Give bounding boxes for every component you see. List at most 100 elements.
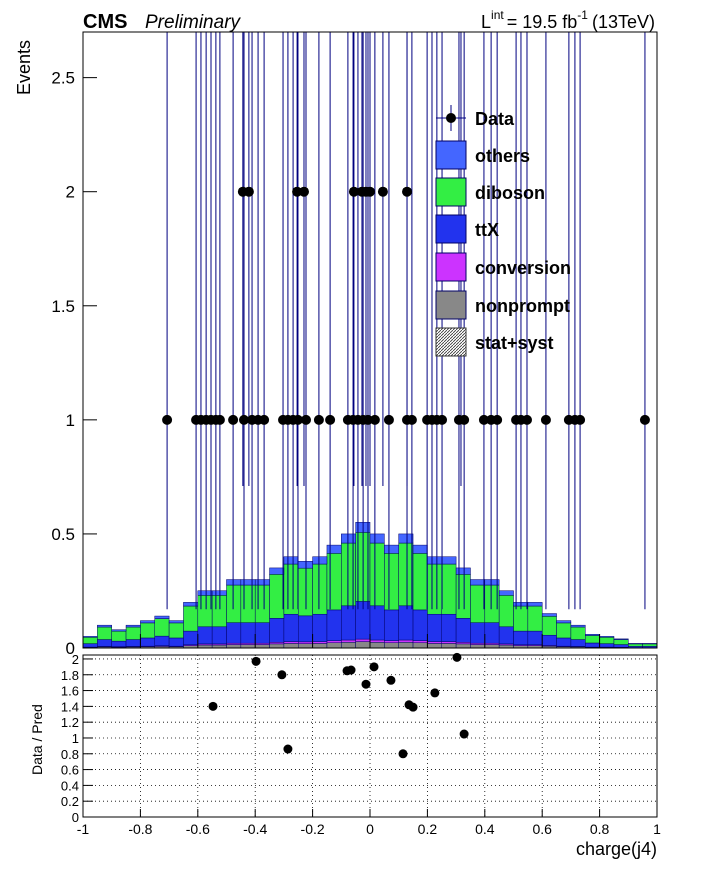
stack-bar (470, 585, 484, 623)
data-point (215, 415, 225, 425)
stack-bar (83, 637, 97, 643)
legend-label: ttX (475, 220, 499, 240)
preliminary-label: Preliminary (145, 12, 242, 33)
legend-label: diboson (475, 183, 545, 203)
stack-bar (557, 623, 571, 638)
stack-bar (169, 638, 183, 646)
stack-bar (126, 625, 140, 627)
stack-bar (384, 553, 398, 610)
x-tick-label: 0.2 (418, 821, 438, 837)
stack-bar (470, 580, 484, 585)
ratio-y-tick-label: 1.8 (61, 668, 79, 683)
stack-bar (470, 645, 484, 648)
stack-bar (456, 574, 470, 618)
legend-label: nonprompt (475, 296, 570, 316)
stack-bar (514, 606, 528, 631)
stack-bar (270, 618, 284, 642)
ratio-point (277, 670, 286, 679)
stack-bar (356, 639, 370, 642)
stack-bar (284, 643, 298, 648)
x-tick-label: -0.8 (128, 821, 152, 837)
stack-bar (140, 638, 154, 646)
stack-bar (514, 631, 528, 645)
legend-swatch (436, 291, 466, 319)
stack-bar (384, 643, 398, 648)
stack-bar (198, 591, 212, 596)
stack-bar (241, 585, 255, 623)
stack-bar (327, 641, 341, 643)
stack-bar (284, 557, 298, 564)
stack-bar (442, 643, 456, 648)
stack-bar (600, 637, 614, 643)
stack-bar (384, 641, 398, 643)
stack-bar (212, 591, 226, 596)
ratio-point (283, 745, 292, 754)
stack-bar (614, 640, 628, 645)
stack-bar (427, 557, 441, 564)
stack-bar (557, 621, 571, 623)
ratio-point (370, 662, 379, 671)
stack-bar (97, 640, 111, 647)
stack-bar (585, 643, 599, 647)
x-tick-label: 0.4 (475, 821, 495, 837)
data-point (259, 415, 269, 425)
ratio-point (460, 730, 469, 739)
stack-bar (270, 568, 284, 574)
x-tick-label: 0.6 (532, 821, 552, 837)
stack-bar (413, 643, 427, 648)
stack-bar (270, 644, 284, 648)
y-tick-label: 2.5 (51, 69, 75, 88)
stack-bar (284, 614, 298, 641)
data-point (575, 415, 585, 425)
stack-bar (284, 642, 298, 644)
stack-bar (399, 606, 413, 640)
data-point (384, 415, 394, 425)
legend-marker (446, 113, 456, 123)
stack-bar (169, 623, 183, 638)
data-point (459, 415, 469, 425)
stack-bar (255, 645, 269, 648)
legend-swatch (436, 215, 466, 243)
x-tick-label: 0.8 (590, 821, 610, 837)
legend-swatch (436, 328, 466, 356)
stack-bar (298, 568, 312, 616)
stack-bar (370, 606, 384, 640)
data-point (522, 415, 532, 425)
ratio-y-tick-label: 0.8 (61, 747, 79, 762)
stack-bar (155, 616, 169, 619)
stack-bar (442, 557, 456, 564)
legend-label: conversion (475, 258, 571, 278)
lumi-l: L (481, 12, 491, 32)
stack-bar (427, 614, 441, 641)
stack-bar (427, 564, 441, 614)
stack-bar (384, 545, 398, 553)
stack-bar (542, 614, 556, 617)
lumi-sup: -1 (577, 8, 588, 22)
cms-label: CMS (83, 11, 127, 33)
stack-bar (241, 580, 255, 585)
stack-bar (126, 627, 140, 640)
lumi-sup: int (491, 8, 504, 22)
data-point (162, 415, 172, 425)
stack-bar (442, 614, 456, 641)
stack-bar (399, 640, 413, 642)
stack-bar (313, 557, 327, 564)
stack-bar (112, 631, 126, 641)
stack-bar (341, 640, 355, 642)
data-point (301, 415, 311, 425)
stack-bar (384, 610, 398, 641)
stack-bar (83, 644, 97, 647)
stack-bar (313, 642, 327, 644)
stack-bar (212, 627, 226, 644)
stack-bar (643, 644, 657, 647)
stack-bar (370, 534, 384, 543)
legend-swatch (436, 141, 466, 169)
stack-bar (140, 621, 154, 623)
stack-bar (227, 585, 241, 623)
data-point (378, 187, 388, 197)
stack-bar (227, 580, 241, 585)
stack-bar (298, 642, 312, 644)
stack-bar (112, 641, 126, 646)
ratio-point (209, 702, 218, 711)
ratio-point (452, 653, 461, 662)
